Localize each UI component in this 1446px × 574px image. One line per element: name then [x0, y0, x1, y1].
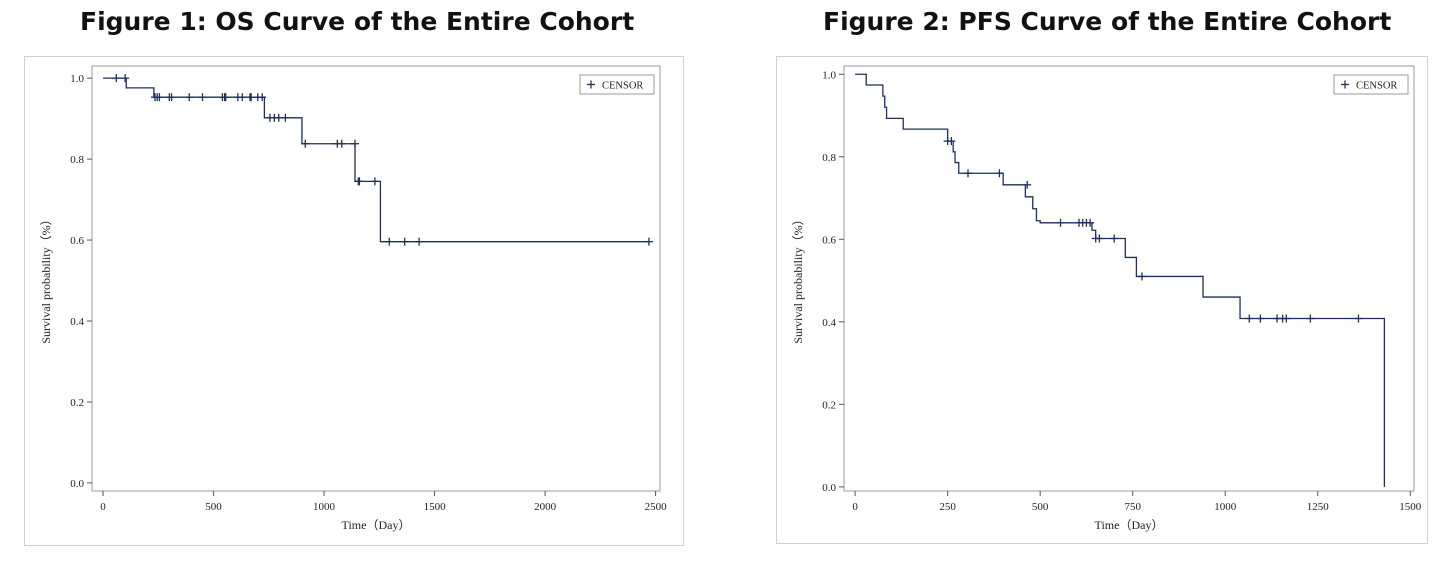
- pfs-legend: CENSOR: [1333, 74, 1409, 95]
- os-y-axis-title: Survival probability（%）: [39, 213, 53, 343]
- pfs-legend-label: CENSOR: [1356, 81, 1397, 92]
- os-y-tick-label: 0.6: [70, 235, 84, 247]
- pfs-censor-mark: [1354, 314, 1363, 323]
- pfs-plot-area: [843, 65, 1415, 492]
- pfs-y-tick-label: 0.6: [822, 234, 836, 246]
- os-y-tick-label: 0.0: [70, 478, 84, 490]
- os-censor-mark: [185, 93, 194, 102]
- pfs-x-tick-label: 250: [939, 501, 956, 513]
- os-censor-mark: [385, 237, 394, 246]
- pfs-y-axis-title: Survival probability（%）: [791, 213, 805, 343]
- os-censor-mark: [644, 237, 653, 246]
- pfs-x-tick-label: 750: [1124, 501, 1141, 513]
- os-censor-mark: [112, 74, 121, 83]
- pfs-censor-mark: [947, 137, 956, 146]
- os-censor-mark: [238, 93, 247, 102]
- pfs-censor-mark: [963, 169, 972, 178]
- os-x-tick-label: 1500: [424, 501, 447, 513]
- os-censor-mark: [221, 93, 230, 102]
- pfs-y-tick-label: 0.0: [822, 482, 836, 494]
- pfs-legend-censor-marker: [1341, 80, 1349, 89]
- pfs-x-tick-label: 1000: [1214, 501, 1237, 513]
- pfs-x-tick-label: 1500: [1399, 501, 1422, 513]
- os-plot-area: [91, 65, 661, 492]
- os-censor-mark: [370, 177, 379, 186]
- pfs-censor-mark: [1056, 218, 1065, 227]
- os-x-tick-label: 2500: [645, 501, 668, 513]
- os-censor-mark: [355, 177, 364, 186]
- pfs-censor-mark: [1306, 314, 1315, 323]
- pfs-x-tick-label: 0: [852, 501, 858, 513]
- pfs-x-tick-label: 1250: [1307, 501, 1330, 513]
- os-censor-mark: [415, 237, 424, 246]
- os-censor-mark: [121, 74, 130, 83]
- pfs-censor-mark: [1110, 234, 1119, 243]
- os-x-tick-label: 500: [205, 501, 222, 513]
- pfs-censor-mark: [995, 169, 1004, 178]
- pfs-curve-chart: 0.0 0.2 0.4 0.6 0.8 1.0 0 250 500 750 1000 1250 1500…: [776, 56, 1428, 544]
- os-x-tick-label: 0: [100, 501, 106, 513]
- os-censor-mark: [281, 113, 290, 122]
- os-legend-censor-marker: [587, 80, 595, 89]
- os-curve-chart: 0.0 0.2 0.4 0.6 0.8 1.0 0 500 1000 1500 2000 2500 Ti…: [24, 56, 684, 546]
- os-legend: CENSOR: [579, 74, 655, 95]
- os-outer-frame: [24, 56, 684, 546]
- os-x-axis-title: Time（Day）: [342, 518, 411, 532]
- os-censor-mark: [167, 93, 176, 102]
- os-y-tick-label: 0.8: [70, 154, 84, 166]
- os-x-tick-label: 2000: [534, 501, 557, 513]
- os-censor-mark: [400, 237, 409, 246]
- pfs-y-tick-label: 0.8: [822, 152, 836, 164]
- figure-2-title: Figure 2: PFS Curve of the Entire Cohort: [823, 7, 1392, 36]
- os-censor-mark: [155, 93, 164, 102]
- pfs-survival-curve: [855, 73, 1386, 487]
- os-censor-mark: [198, 93, 207, 102]
- pfs-censor-mark: [1256, 314, 1265, 323]
- pfs-censor-mark: [1095, 234, 1104, 243]
- pfs-x-axis-title: Time（Day）: [1095, 518, 1164, 532]
- pfs-outer-frame: [776, 56, 1428, 544]
- os-censor-mark: [258, 93, 267, 102]
- os-x-tick-label: 1000: [313, 501, 336, 513]
- pfs-censor-mark: [1282, 314, 1291, 323]
- pfs-y-tick-label: 0.4: [822, 317, 836, 329]
- pfs-censor-mark: [1245, 314, 1254, 323]
- pfs-y-tick-label: 1.0: [822, 69, 836, 81]
- os-y-tick-label: 1.0: [70, 73, 84, 85]
- os-y-tick-label: 0.2: [70, 397, 84, 409]
- pfs-censor-mark: [1137, 272, 1146, 281]
- os-y-tick-label: 0.4: [70, 316, 84, 328]
- figure-1-title: Figure 1: OS Curve of the Entire Cohort: [80, 7, 635, 36]
- pfs-censor-mark: [1023, 180, 1032, 189]
- os-censor-mark: [351, 139, 360, 148]
- pfs-censor-mark: [1086, 218, 1095, 227]
- os-censor-mark: [301, 139, 310, 148]
- pfs-y-tick-label: 0.2: [822, 399, 836, 411]
- os-legend-label: CENSOR: [602, 81, 643, 92]
- os-censor-mark: [337, 139, 346, 148]
- pfs-x-tick-label: 500: [1032, 501, 1049, 513]
